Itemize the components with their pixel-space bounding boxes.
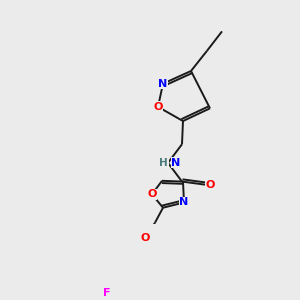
Text: F: F bbox=[103, 288, 111, 298]
Text: O: O bbox=[147, 189, 157, 199]
Text: H: H bbox=[159, 158, 168, 168]
Text: O: O bbox=[205, 180, 215, 190]
Text: O: O bbox=[140, 232, 150, 243]
Text: N: N bbox=[179, 197, 189, 208]
Text: N: N bbox=[158, 79, 168, 89]
Text: O: O bbox=[153, 102, 163, 112]
Text: N: N bbox=[171, 158, 181, 168]
